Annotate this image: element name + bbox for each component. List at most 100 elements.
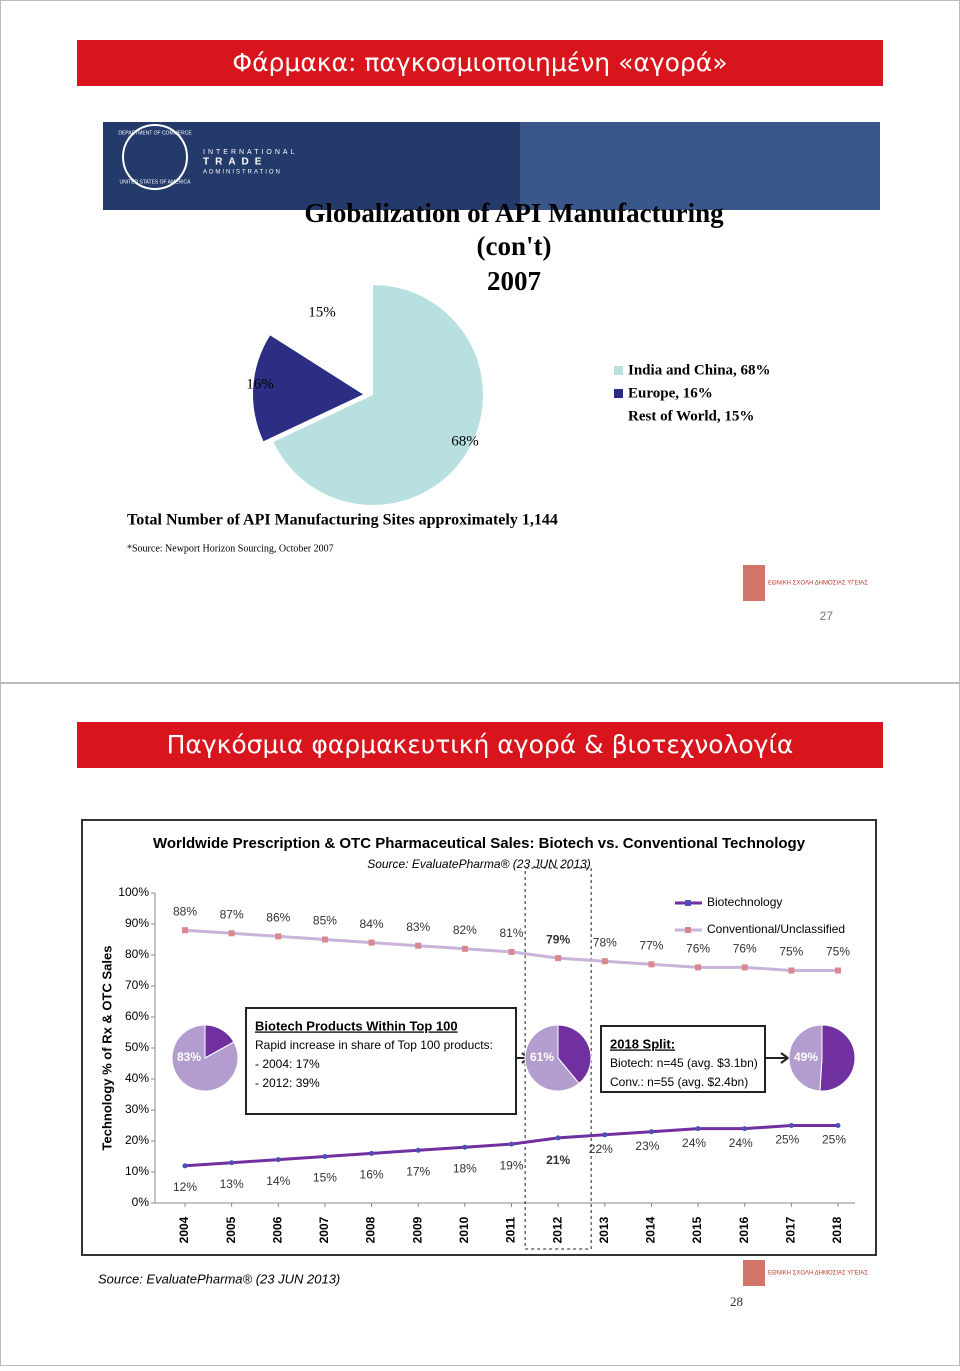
pie-slice	[273, 285, 483, 505]
y-tick-label: 20%	[125, 1133, 149, 1147]
data-label: 21%	[546, 1153, 570, 1167]
pie-slice	[280, 285, 373, 395]
data-label: 82%	[453, 923, 477, 937]
seal-text: DEPARTMENT OF COMMERCE	[118, 130, 192, 136]
annotation-text: - 2004: 17%	[255, 1057, 320, 1071]
x-tick-label: 2016	[737, 1216, 751, 1243]
agency: INTERNATIONAL	[203, 149, 298, 156]
x-tick-label: 2004	[177, 1216, 191, 1243]
chart-year: 2007	[487, 266, 541, 296]
y-tick-label: 10%	[125, 1164, 149, 1178]
x-tick-label: 2005	[224, 1216, 238, 1243]
marker	[695, 1126, 701, 1132]
inset-label: 49%	[794, 1050, 818, 1064]
data-label: 86%	[266, 911, 290, 925]
marker	[229, 1160, 235, 1166]
data-label: 14%	[266, 1174, 290, 1188]
data-label: 75%	[826, 945, 850, 959]
data-label: 79%	[546, 932, 570, 946]
annotation-title: 2018 Split:	[610, 1036, 675, 1051]
data-label: 25%	[822, 1133, 846, 1147]
data-label: 16%	[360, 1168, 384, 1182]
marker	[509, 1141, 514, 1147]
x-tick-label: 2009	[410, 1216, 424, 1243]
marker	[601, 958, 608, 965]
marker	[695, 964, 702, 971]
data-label: 18%	[453, 1161, 477, 1175]
y-tick-label: 50%	[125, 1040, 149, 1054]
legend-swatch	[614, 366, 623, 375]
marker	[788, 1123, 794, 1128]
data-label: 68%	[451, 433, 479, 449]
chart-subtitle: Source: EvaluatePharma® (23 JUN 2013)	[367, 857, 591, 871]
inset-slice	[171, 1024, 239, 1092]
legend-label: Europe, 16%	[628, 385, 713, 401]
data-label: 15%	[308, 304, 336, 320]
marker	[508, 948, 515, 955]
legend-marker	[685, 927, 691, 933]
legend-label: Conventional/Unclassified	[707, 922, 845, 936]
page-number: 27	[820, 609, 834, 623]
data-label: 75%	[779, 945, 803, 959]
y-tick-label: 30%	[125, 1102, 149, 1116]
pie-slice	[253, 335, 364, 442]
annotation-text: - 2012: 39%	[255, 1076, 320, 1090]
data-label: 12%	[173, 1180, 197, 1194]
x-tick-label: 2012	[550, 1216, 564, 1243]
marker	[321, 936, 328, 943]
logo-text: ΕΘΝΙΚΗ ΣΧΟΛΗ ΔΗΜΟΣΙΑΣ ΥΓΕΙΑΣ	[768, 581, 868, 587]
marker	[275, 1157, 281, 1163]
logo-text: ΕΘΝΙΚΗ ΣΧΟΛΗ ΔΗΜΟΣΙΑΣ ΥΓΕΙΑΣ	[768, 1271, 868, 1277]
x-tick-label: 2006	[270, 1216, 284, 1243]
marker	[369, 1150, 375, 1156]
legend-label: India and China, 68%	[628, 362, 771, 378]
x-tick-label: 2013	[597, 1216, 611, 1243]
marker	[275, 933, 282, 940]
marker	[648, 1129, 654, 1135]
data-label: 17%	[406, 1164, 430, 1178]
seal	[122, 124, 188, 190]
agency: TRADE	[203, 157, 267, 168]
y-tick-label: 90%	[125, 916, 149, 930]
data-label: 13%	[220, 1177, 244, 1191]
inset-slice	[524, 1024, 580, 1092]
legend-marker	[685, 900, 691, 906]
data-label: 76%	[733, 942, 757, 956]
data-label: 15%	[313, 1171, 337, 1185]
y-tick-label: 40%	[125, 1071, 149, 1085]
data-label: 19%	[499, 1158, 523, 1172]
y-tick-label: 0%	[132, 1195, 150, 1209]
annotation-title: Biotech Products Within Top 100	[255, 1018, 458, 1033]
data-label: 83%	[406, 920, 430, 934]
data-label: 77%	[639, 938, 663, 952]
source: Source: EvaluatePharma® (23 JUN 2013)	[98, 1271, 340, 1286]
pie: 68% 16% 15% India and China, 68% Europe, 16%…	[246, 285, 771, 505]
data-label: 85%	[313, 914, 337, 928]
marker	[322, 1154, 328, 1159]
legend-swatch	[614, 389, 623, 398]
annotation-text: Biotech: n=45 (avg. $3.1bn)	[610, 1056, 758, 1070]
title-bar	[77, 40, 883, 86]
y-axis-label: Technology % of Rx & OTC Sales	[99, 946, 114, 1151]
inset-label: 61%	[530, 1050, 554, 1064]
marker	[415, 1147, 421, 1153]
x-tick-label: 2011	[504, 1217, 518, 1243]
data-label: 24%	[682, 1136, 706, 1150]
annotation-box	[600, 1025, 766, 1093]
marker	[742, 1126, 748, 1132]
slide-title: Παγκόσμια φαρμακευτική αγορά & βιοτεχνολ…	[167, 730, 794, 759]
marker	[228, 930, 235, 937]
arrow	[766, 1052, 790, 1064]
title-bar	[77, 722, 883, 768]
note: Total Number of API Manufacturing Sites …	[127, 512, 558, 529]
legend-label: Biotechnology	[707, 895, 782, 909]
logo-image	[743, 565, 765, 601]
marker	[182, 1163, 188, 1169]
data-label: 76%	[686, 942, 710, 956]
annotation-box	[245, 1007, 517, 1115]
marker	[788, 967, 795, 974]
marker	[462, 1144, 468, 1150]
inset-slice	[788, 1024, 823, 1092]
